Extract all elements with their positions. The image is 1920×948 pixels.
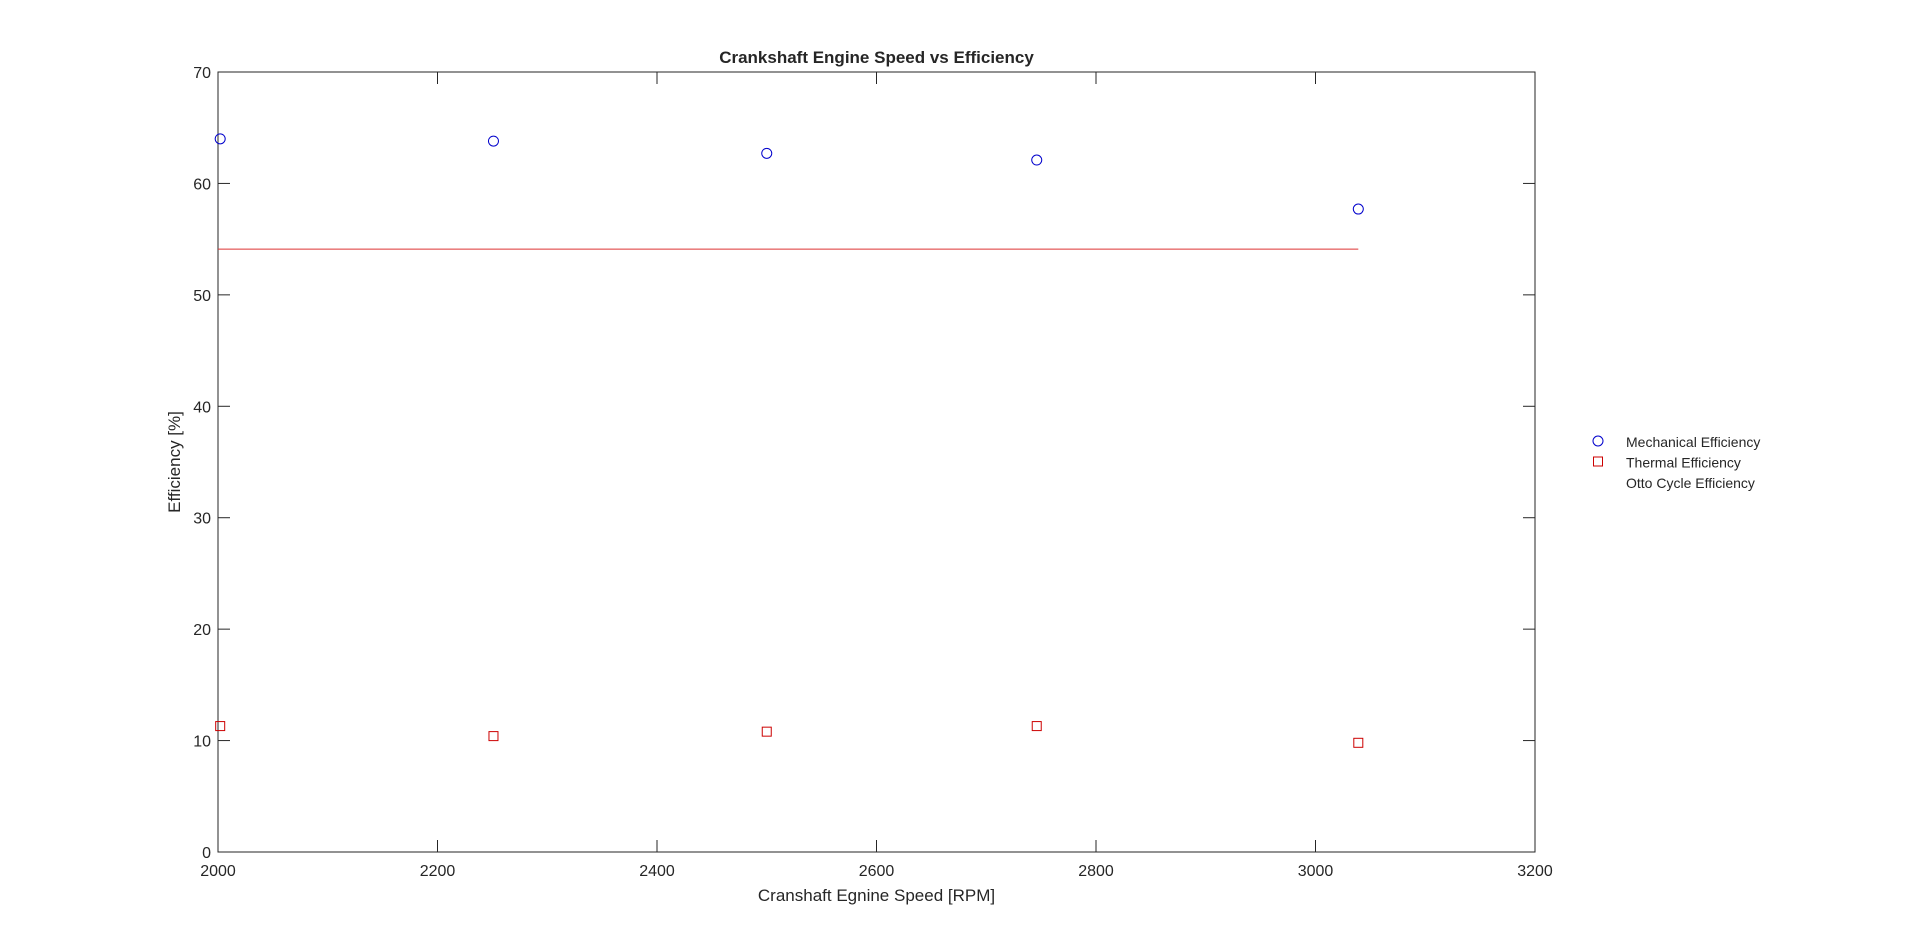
legend-entry-label: Mechanical Efficiency <box>1626 434 1760 450</box>
legend: Mechanical Efficiency Thermal Efficiency O… <box>1592 434 1760 491</box>
y-tick-label: 0 <box>202 845 211 862</box>
x-axis-ticks: 2000 2200 2400 2600 2800 3000 3200 <box>200 72 1553 880</box>
y-tick-label: 30 <box>193 511 211 528</box>
thermal-efficiency-point <box>488 731 499 742</box>
x-tick-label: 2600 <box>859 863 895 880</box>
x-tick-label: 2400 <box>639 863 675 880</box>
thermal-efficiency-point <box>1353 737 1364 748</box>
mechanical-efficiency-point <box>761 147 773 159</box>
x-tick-label: 2000 <box>200 863 236 880</box>
y-tick-label: 50 <box>193 288 211 305</box>
x-tick-label: 2800 <box>1078 863 1114 880</box>
legend-marker-thermal <box>1593 456 1603 467</box>
mechanical-efficiency-point <box>214 133 226 145</box>
y-tick-label: 60 <box>193 176 211 193</box>
chart-title: Crankshaft Engine Speed vs Efficiency <box>719 48 1034 67</box>
thermal-efficiency-point <box>215 721 226 732</box>
y-tick-label: 40 <box>193 399 211 416</box>
y-tick-label: 70 <box>193 65 211 82</box>
legend-marker-mechanical <box>1592 435 1604 447</box>
y-axis-ticks: 0 10 20 30 40 50 60 70 <box>193 65 1535 862</box>
x-tick-label: 2200 <box>420 863 456 880</box>
y-tick-label: 20 <box>193 622 211 639</box>
y-tick-label: 10 <box>193 734 211 751</box>
thermal-efficiency-point <box>1031 721 1042 732</box>
mechanical-efficiency-point <box>487 135 499 147</box>
mechanical-efficiency-point <box>1352 203 1364 215</box>
mechanical-efficiency-point <box>1031 154 1043 166</box>
thermal-efficiency-point <box>761 726 772 737</box>
legend-entry-label: Thermal Efficiency <box>1626 455 1741 471</box>
y-axis-label: Efficiency [%] <box>165 411 184 513</box>
x-axis-label: Cranshaft Egnine Speed [RPM] <box>758 886 995 905</box>
x-tick-label: 3000 <box>1298 863 1334 880</box>
data-series <box>214 133 1364 748</box>
x-tick-label: 3200 <box>1517 863 1553 880</box>
legend-entry-label: Otto Cycle Efficiency <box>1626 475 1755 491</box>
